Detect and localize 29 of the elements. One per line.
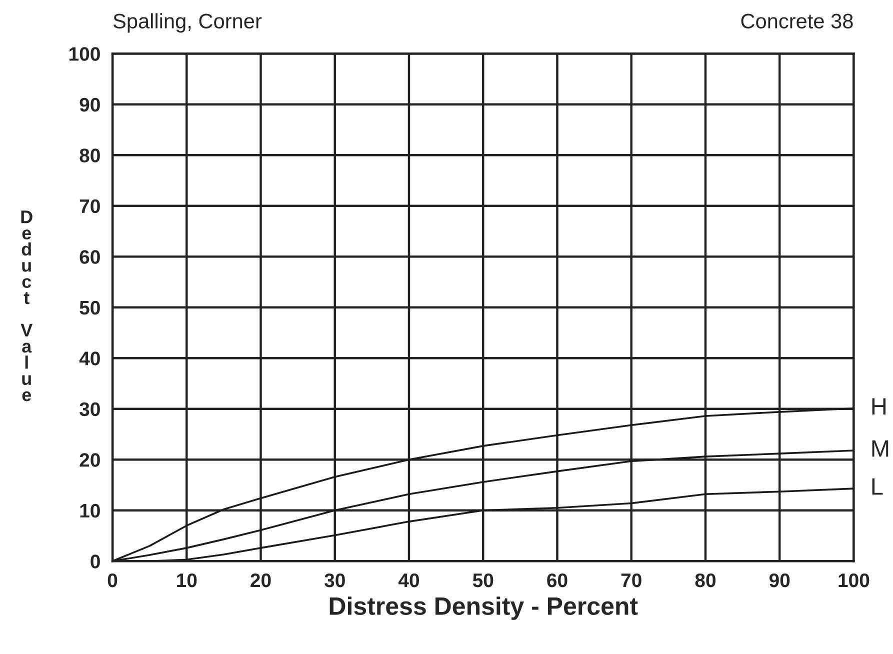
x-tick-label: 0 xyxy=(108,573,118,588)
y-tick-label: 70 xyxy=(80,199,100,214)
y-tick-label: 40 xyxy=(79,352,100,366)
series-label: M xyxy=(872,440,888,457)
y-tick-label: 30 xyxy=(80,402,100,416)
x-tick-label: 20 xyxy=(250,573,271,588)
y-tick-label: 10 xyxy=(80,504,100,518)
y-tick-label: 60 xyxy=(80,250,100,264)
chart-subtitle: Concrete 38 xyxy=(741,14,853,28)
chart-title: Spalling, Corner xyxy=(113,13,262,33)
y-tick-label: 50 xyxy=(80,300,100,315)
x-tick-label: 30 xyxy=(324,573,345,588)
x-tick-label: 60 xyxy=(547,573,568,588)
x-tick-label: 50 xyxy=(472,573,494,588)
x-tick-label: 10 xyxy=(177,573,197,588)
y-tick-label: 90 xyxy=(80,98,100,112)
x-tick-label: 90 xyxy=(769,573,790,588)
x-tick-label: 40 xyxy=(398,573,420,588)
text: Deduct Value xyxy=(20,210,33,402)
x-axis-title: Distress Density - Percent xyxy=(330,596,638,620)
x-tick-label: 100 xyxy=(838,573,870,588)
series-label: L xyxy=(872,478,883,495)
x-tick-label: 80 xyxy=(695,573,716,588)
x-tick-label: 70 xyxy=(621,573,642,588)
y-tick-label: 80 xyxy=(80,148,100,162)
y-tick-label: 100 xyxy=(70,47,100,61)
y-tick-label: 0 xyxy=(90,554,100,568)
y-tick-label: 20 xyxy=(80,453,100,467)
series-label: H xyxy=(872,398,886,414)
